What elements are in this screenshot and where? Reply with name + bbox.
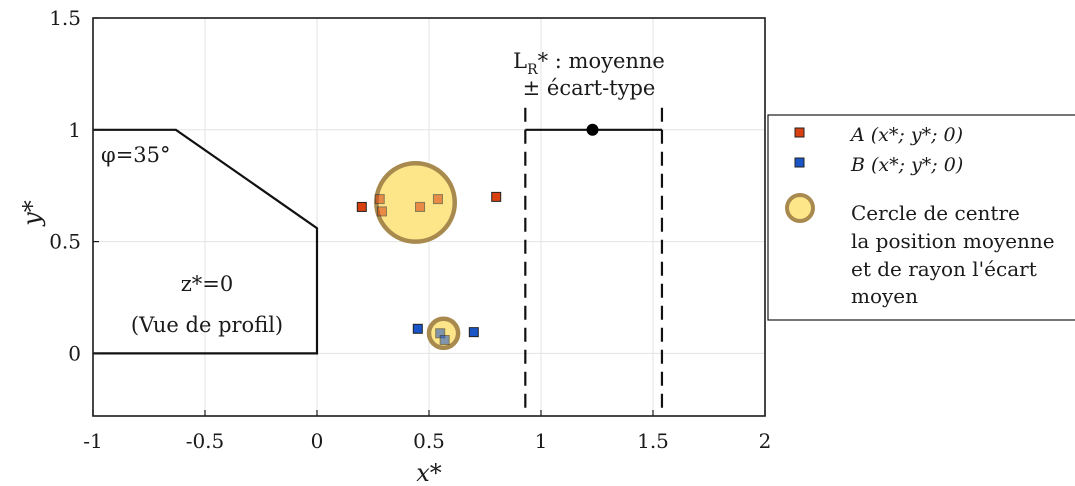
view-label: (Vue de profil) [131,313,283,337]
profile-outline [93,128,319,355]
y-tick-label: 1.5 [49,6,81,30]
x-axis-label: x* [416,459,442,486]
x-tick-label: 0.5 [413,429,445,453]
plane-label: z*=0 [181,272,234,296]
legend-box [767,114,1075,321]
lr-label: LR* : moyenne [513,49,665,78]
point-a [376,206,387,217]
y-tick-label: 0.5 [49,230,81,254]
lr-label-line2: ± écart-type [523,76,656,100]
legend-circle-line4: moyen [851,284,918,308]
x-tick-label: 0 [311,429,324,453]
y-tick-label: 0 [68,341,81,365]
legend-marker-b [794,157,805,168]
y-tick-label: 1 [68,118,81,142]
point-b [439,334,450,345]
circles-layer [374,161,461,351]
lr-mean-dot [586,123,599,136]
point-a [491,191,502,202]
x-tick-label: -0.5 [186,429,225,453]
legend-marker-a [794,127,805,138]
lr-stat-layer [524,107,664,416]
x-tick-label: 1 [535,429,548,453]
y-axis-label: y* [18,200,46,227]
point-b [412,323,423,334]
legend: A (x*; y*; 0) B (x*; y*; 0) Cercle de ce… [767,114,1075,321]
legend-circle-line3: et de rayon l'écart [851,257,1037,281]
points-layer [356,191,502,345]
profile-outline-layer [93,128,319,355]
x-tick-label: 1.5 [637,429,669,453]
angle-label: φ=35° [101,143,171,167]
point-a [415,201,426,212]
legend-label-b: B (x*; y*; 0) [850,154,963,176]
legend-circle-icon [785,193,815,223]
legend-circle-line2: la position moyenne [851,229,1055,253]
point-a [374,194,385,205]
x-tick-label: 2 [759,429,772,453]
legend-circle-line1: Cercle de centre [851,201,1020,225]
x-tick-label: -1 [83,429,102,453]
point-b [468,327,479,338]
tick-labels: -1 -0.5 0 0.5 1 1.5 2 0 0.5 1 1.5 [49,6,771,453]
point-a [356,201,367,212]
legend-label-a: A (x*; y*; 0) [849,124,963,146]
point-a [432,194,443,205]
